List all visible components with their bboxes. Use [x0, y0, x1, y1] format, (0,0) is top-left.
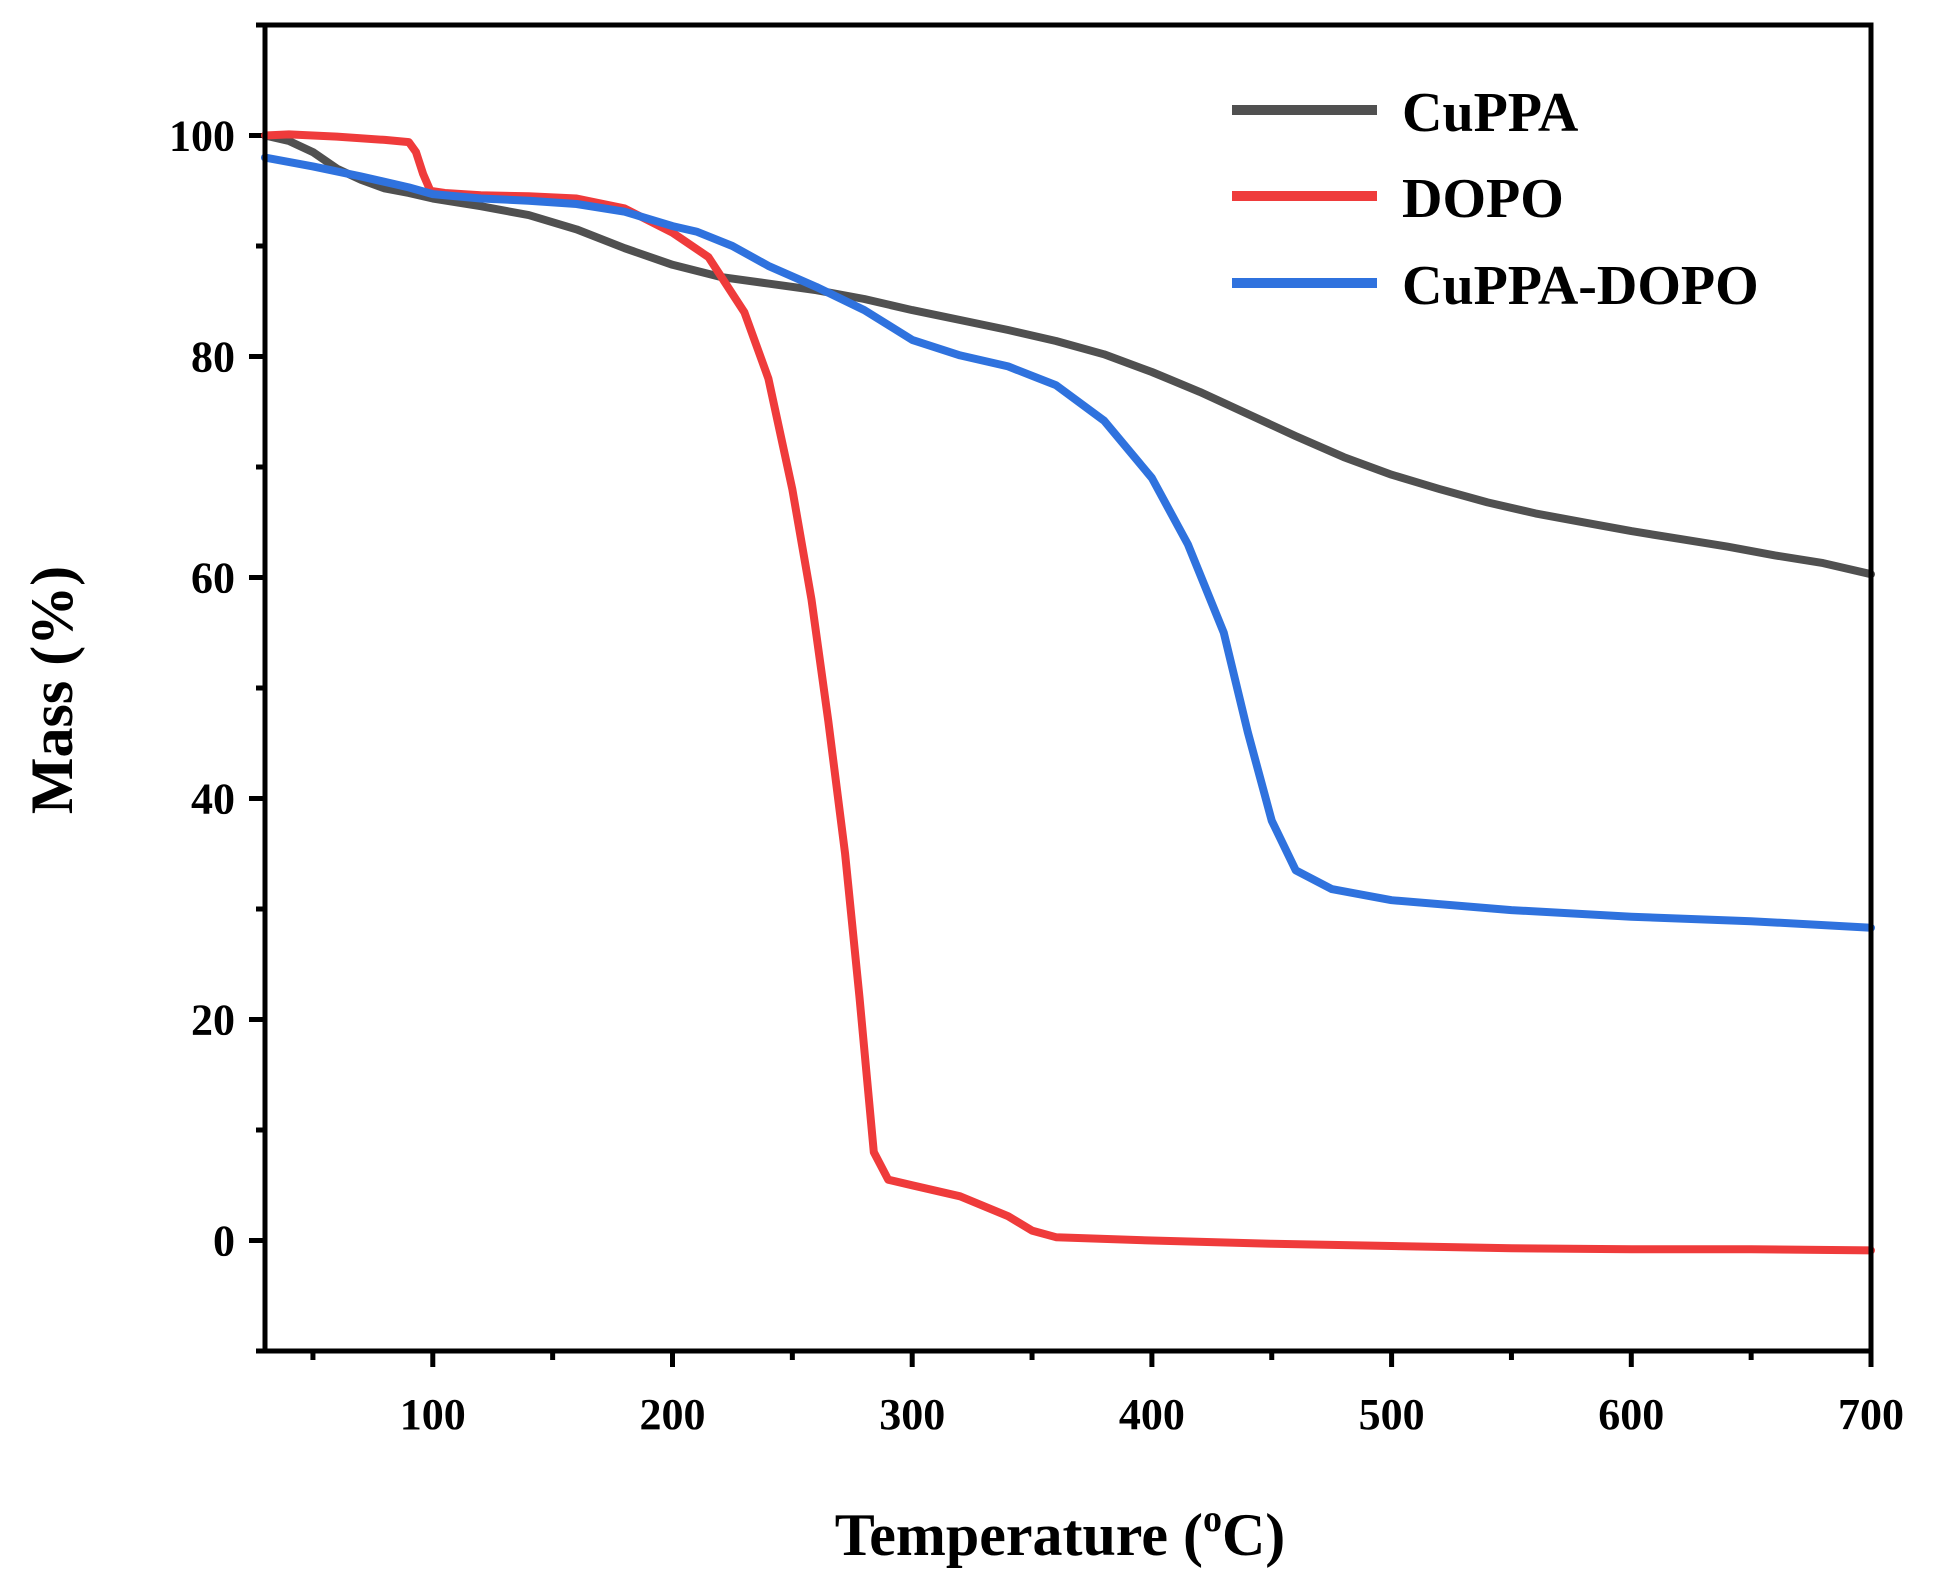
legend-label-cuppa: CuPPA	[1402, 82, 1579, 144]
series-line-cuppa-dopo	[261, 153, 1875, 932]
x-axis-title-superscript: o	[1203, 1498, 1222, 1540]
y-tick-label: 20	[191, 996, 235, 1045]
y-tick-label: 100	[169, 112, 235, 161]
plot-lines	[261, 130, 1875, 1255]
x-tick-label: 700	[1838, 1390, 1904, 1439]
x-axis-title-main: Temperature (	[835, 1502, 1203, 1568]
series-line-dopo	[261, 130, 1875, 1255]
series-line-cuppa	[261, 131, 1875, 579]
x-tick-label: 500	[1359, 1390, 1425, 1439]
tick-labels: 100 200 300 400 500 600 700 0 20 40 60 80 100	[169, 112, 1904, 1440]
legend-label-cuppa-dopo: CuPPA-DOPO	[1402, 255, 1759, 317]
y-tick-label: 60	[191, 554, 235, 603]
y-tick-label: 0	[213, 1217, 235, 1266]
x-tick-label: 200	[639, 1390, 705, 1439]
x-tick-label: 100	[400, 1390, 466, 1439]
y-axis-title: Mass (%)	[19, 566, 85, 814]
plot-frame	[262, 22, 1874, 1354]
tick-marks	[249, 22, 1874, 1367]
y-tick-label: 40	[191, 775, 235, 824]
x-axis-title: Temperature (oC)	[835, 1498, 1286, 1568]
legend: CuPPA DOPO CuPPA-DOPO	[1232, 82, 1759, 317]
x-axis-title-unit: C)	[1222, 1502, 1285, 1568]
legend-label-dopo: DOPO	[1402, 168, 1564, 230]
x-tick-label: 600	[1598, 1390, 1664, 1439]
x-tick-label: 400	[1119, 1390, 1185, 1439]
x-tick-label: 300	[879, 1390, 945, 1439]
y-tick-label: 80	[191, 333, 235, 382]
